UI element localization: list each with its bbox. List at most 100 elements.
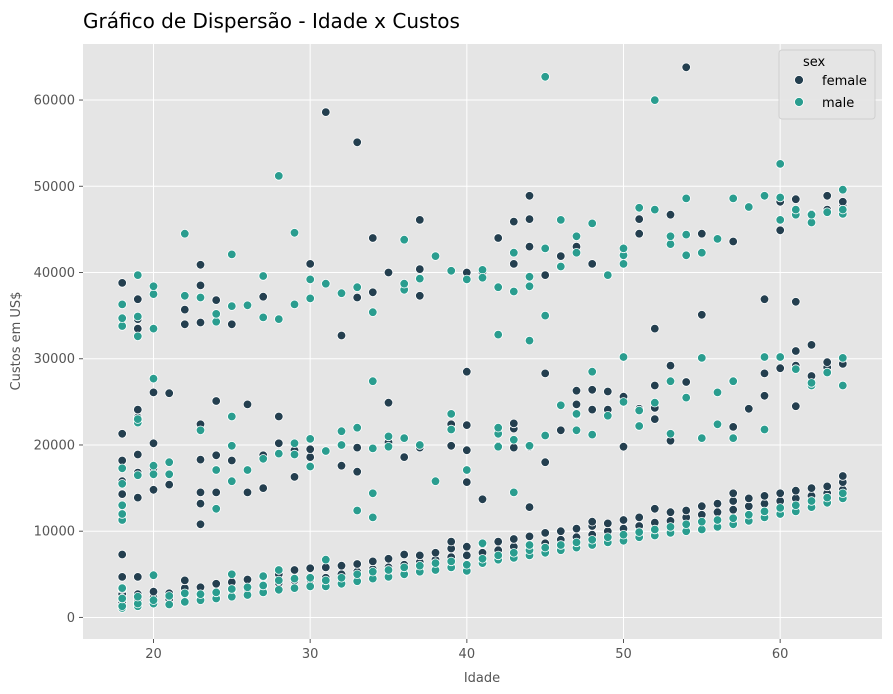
- point-female: [728, 236, 738, 247]
- point-female: [571, 386, 582, 396]
- point-male: [117, 479, 127, 489]
- point-male: [399, 433, 409, 443]
- point-female: [838, 197, 848, 207]
- point-female: [728, 505, 738, 515]
- point-male: [571, 409, 582, 419]
- point-female: [618, 515, 629, 525]
- point-male: [697, 247, 707, 258]
- point-female: [493, 536, 503, 547]
- point-male: [446, 556, 456, 567]
- point-female: [728, 488, 738, 499]
- point-male: [321, 555, 331, 565]
- point-male: [368, 512, 378, 523]
- point-female: [759, 391, 770, 401]
- point-male: [759, 191, 770, 201]
- point-male: [681, 250, 691, 261]
- point-male: [368, 443, 378, 454]
- tick-labels: 20 30 40 50 60 0 10000 20000 30000 40000 50000 6000…: [34, 94, 789, 662]
- point-male: [524, 281, 535, 292]
- point-female: [415, 264, 425, 274]
- point-female: [352, 137, 362, 148]
- point-female: [446, 536, 456, 547]
- point-female: [822, 191, 832, 201]
- point-male: [744, 510, 754, 520]
- legend-label-male: male: [822, 96, 854, 111]
- data-points: [117, 62, 848, 613]
- point-male: [305, 581, 315, 592]
- point-male: [211, 587, 221, 598]
- point-male: [148, 323, 159, 334]
- legend: sex female male: [778, 49, 876, 120]
- point-male: [838, 488, 848, 499]
- point-male: [712, 419, 723, 430]
- point-female: [775, 488, 785, 499]
- point-male: [117, 509, 127, 519]
- point-male: [321, 575, 331, 586]
- point-male: [665, 376, 676, 386]
- point-female: [650, 323, 660, 334]
- point-female: [540, 270, 550, 280]
- point-female: [133, 404, 143, 415]
- point-female: [148, 485, 159, 495]
- point-male: [509, 487, 519, 498]
- point-female: [634, 512, 644, 523]
- point-male: [791, 500, 801, 511]
- point-male: [148, 461, 159, 471]
- point-male: [571, 537, 582, 548]
- point-male: [415, 440, 425, 450]
- point-male: [164, 591, 174, 601]
- point-male: [603, 411, 613, 421]
- point-male: [289, 299, 300, 310]
- point-male: [227, 301, 237, 311]
- point-male: [697, 524, 707, 535]
- point-male: [399, 234, 409, 245]
- point-female: [665, 507, 676, 517]
- point-male: [838, 184, 848, 195]
- point-female: [744, 493, 754, 504]
- point-female: [383, 267, 394, 278]
- point-male: [681, 392, 691, 403]
- point-female: [242, 487, 253, 498]
- point-male: [321, 446, 331, 456]
- point-male: [117, 593, 127, 604]
- point-male: [712, 387, 723, 398]
- point-female: [775, 225, 785, 236]
- point-male: [274, 448, 284, 459]
- point-female: [744, 501, 754, 511]
- point-male: [712, 234, 723, 244]
- point-male: [180, 228, 190, 239]
- point-male: [305, 293, 315, 304]
- point-male: [587, 429, 597, 440]
- point-male: [681, 193, 691, 204]
- point-female: [227, 319, 237, 330]
- point-female: [195, 519, 206, 530]
- point-female: [509, 216, 519, 227]
- point-male: [133, 331, 143, 342]
- point-male: [305, 434, 315, 444]
- point-male: [274, 565, 284, 575]
- point-male: [540, 430, 550, 441]
- point-male: [415, 273, 425, 284]
- point-female: [618, 442, 629, 452]
- point-male: [775, 352, 785, 362]
- point-male: [336, 426, 347, 436]
- point-male: [603, 532, 613, 542]
- point-female: [164, 479, 174, 490]
- point-male: [368, 488, 378, 499]
- point-female: [556, 526, 566, 536]
- point-female: [712, 507, 723, 517]
- point-male: [822, 492, 832, 503]
- point-male: [509, 247, 519, 258]
- point-female: [462, 550, 472, 561]
- point-male: [462, 465, 472, 475]
- point-female: [493, 233, 503, 243]
- point-female: [415, 291, 425, 301]
- legend-label-female: female: [822, 74, 867, 89]
- point-female: [352, 467, 362, 477]
- y-axis-label: Custos em US$: [9, 292, 24, 391]
- point-female: [383, 554, 394, 564]
- point-female: [133, 572, 143, 582]
- point-male: [289, 228, 300, 238]
- point-male: [336, 288, 347, 298]
- point-male: [524, 335, 535, 346]
